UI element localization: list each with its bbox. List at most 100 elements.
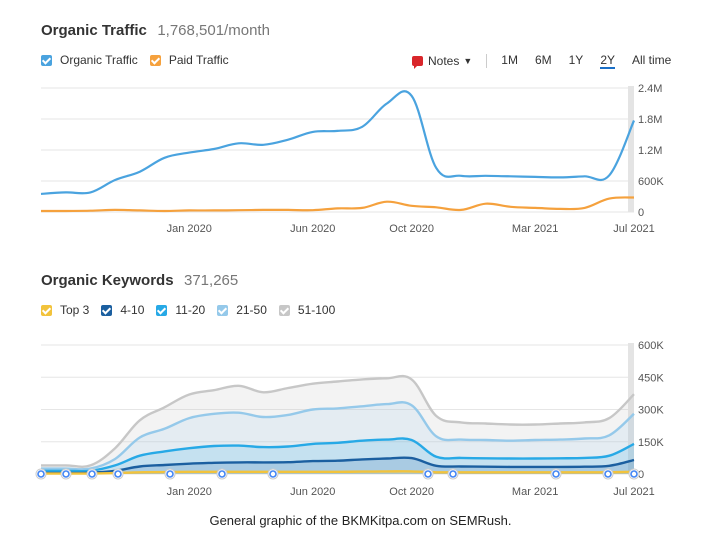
traffic-legend: Organic Traffic Paid Traffic (41, 53, 241, 67)
series-line (40, 437, 635, 473)
google-icon-mark (62, 470, 70, 478)
legend-label: Top 3 (60, 303, 90, 317)
range-2y-button[interactable]: 2Y (600, 53, 615, 69)
legend-paid-traffic[interactable]: Paid Traffic (149, 53, 229, 67)
google-update-icon (35, 468, 47, 480)
range-all-time-button[interactable]: All time (632, 53, 672, 67)
range-1m-button[interactable]: 1M (501, 53, 518, 67)
checkbox-icon[interactable] (41, 54, 52, 66)
legend-label: 11-20 (175, 303, 206, 317)
notes-label: Notes (428, 54, 460, 68)
legend-21-50[interactable]: 21-50 (217, 303, 267, 317)
organic-keywords-chart: 0 150K 300K 450K 600K Jan 2020 Jun 2020 Oct 202… (35, 340, 664, 498)
checkbox-icon[interactable] (217, 304, 229, 316)
notes-button[interactable]: Notes ▼ (412, 54, 473, 69)
legend-top3[interactable]: Top 3 (41, 303, 89, 317)
range-1y-button[interactable]: 1Y (568, 53, 584, 67)
y-tick-label: 0 (638, 469, 644, 481)
x-tick-label: Jan 2020 (167, 223, 212, 235)
series-line (40, 90, 636, 196)
checkbox-icon[interactable] (149, 54, 161, 66)
x-tick-label: Mar 2021 (512, 223, 558, 235)
google-icon-mark (552, 470, 560, 478)
y-tick-label: 1.8M (638, 114, 662, 126)
google-icon-mark (630, 470, 638, 478)
keywords-value: 371,265 (184, 272, 239, 289)
divider (486, 54, 488, 68)
y-tick-label: 600K (638, 340, 664, 352)
y-tick-label: 150K (638, 437, 664, 449)
series-line (41, 374, 635, 468)
google-update-icon (216, 468, 228, 480)
google-update-icon (550, 468, 562, 480)
legend-label: 51-100 (297, 303, 336, 317)
google-icon-mark (114, 470, 122, 478)
google-icon-mark (449, 470, 457, 478)
checkbox-icon[interactable] (101, 304, 113, 316)
google-update-icon (86, 468, 98, 480)
series-area (41, 376, 634, 474)
legend-4-10[interactable]: 4-10 (101, 303, 144, 317)
google-update-icon (112, 468, 124, 480)
google-update-icon (267, 468, 279, 480)
google-icon-mark (424, 470, 432, 478)
x-tick-label: Jul 2021 (613, 223, 655, 235)
series-area (41, 438, 634, 474)
traffic-value: 1,768,501/month (157, 22, 270, 39)
legend-51-100[interactable]: 51-100 (278, 303, 336, 317)
series-area (41, 402, 634, 474)
google-update-icon (447, 468, 459, 480)
y-tick-label: 0 (638, 207, 644, 219)
google-icon-mark (88, 470, 96, 478)
google-update-icon (422, 468, 434, 480)
legend-label: Paid Traffic (168, 53, 229, 67)
google-icon-mark (218, 470, 226, 478)
x-tick-label: Jan 2020 (167, 486, 212, 498)
range-6m-button[interactable]: 6M (534, 53, 552, 67)
series-line (40, 470, 635, 475)
checkbox-icon[interactable] (41, 304, 52, 316)
keywords-title-row: Organic Keywords 371,265 (41, 272, 238, 290)
google-update-icon (602, 468, 614, 480)
legend-label: 4-10 (120, 303, 145, 317)
x-tick-label: Oct 2020 (389, 486, 434, 498)
google-update-icon (628, 468, 640, 480)
legend-11-20[interactable]: 11-20 (156, 303, 205, 317)
y-tick-label: 300K (638, 405, 664, 417)
google-icon-mark (604, 470, 612, 478)
legend-label: 21-50 (236, 303, 267, 317)
note-icon (412, 56, 423, 69)
y-tick-label: 2.4M (638, 83, 662, 95)
x-tick-label: Jun 2020 (290, 223, 335, 235)
y-tick-label: 600K (638, 176, 664, 188)
legend-organic-traffic[interactable]: Organic Traffic (41, 53, 138, 67)
google-update-icon (164, 468, 176, 480)
x-tick-label: Mar 2021 (512, 486, 558, 498)
x-tick-label: Jul 2021 (613, 486, 655, 498)
organic-traffic-chart: 0 600K 1.2M 1.8M 2.4M Jan 2020 Jun 2020 Oct 202… (40, 83, 664, 235)
series-line (40, 196, 635, 213)
checkbox-icon[interactable] (278, 304, 290, 316)
keywords-legend: Top 3 4-10 11-20 21-50 51-100 (41, 303, 347, 317)
x-tick-label: Jun 2020 (290, 486, 335, 498)
y-tick-label: 1.2M (638, 145, 662, 157)
series-line (40, 401, 635, 471)
range-toolbar: Notes ▼ 1M 6M 1Y 2Y All time (412, 53, 671, 69)
google-update-icon (60, 468, 72, 480)
keywords-title: Organic Keywords (41, 272, 174, 289)
traffic-title-row: Organic Traffic 1,768,501/month (41, 22, 270, 40)
series-area (41, 457, 634, 474)
current-month-band (628, 86, 634, 212)
chevron-down-icon: ▼ (463, 56, 473, 66)
figure-caption: General graphic of the BKMKitpa.com on S… (209, 513, 512, 528)
traffic-title: Organic Traffic (41, 22, 147, 39)
google-icon-mark (166, 470, 174, 478)
x-tick-label: Oct 2020 (389, 223, 434, 235)
series-line (40, 456, 635, 475)
current-month-band (628, 343, 634, 474)
google-icon-mark (269, 470, 277, 478)
y-tick-label: 450K (638, 372, 664, 384)
checkbox-icon[interactable] (156, 304, 168, 316)
legend-label: Organic Traffic (60, 53, 138, 67)
google-icon-mark (37, 470, 45, 478)
